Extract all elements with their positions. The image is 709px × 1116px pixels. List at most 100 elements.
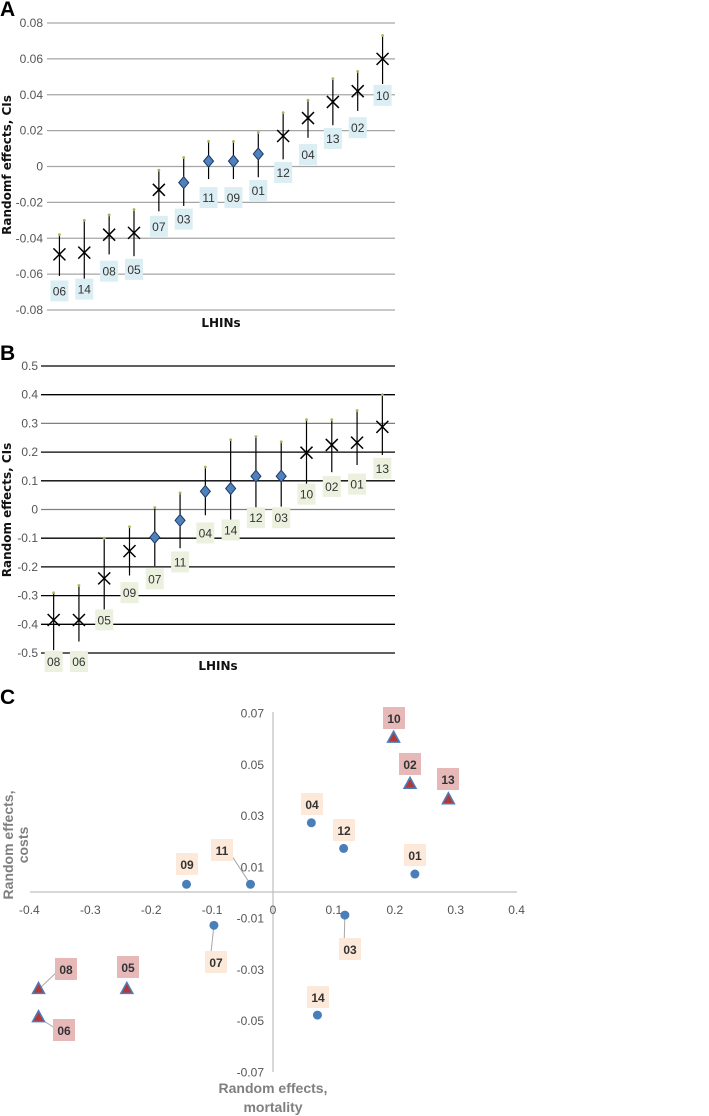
x-marker xyxy=(72,613,86,627)
point-label-box xyxy=(44,650,63,672)
point-label: 09 xyxy=(123,586,137,600)
point-label: 03 xyxy=(343,943,357,957)
point-label: 08 xyxy=(102,265,116,279)
y-tick-label: 0.1 xyxy=(21,474,38,488)
triangle-marker xyxy=(31,980,46,995)
point-label-box xyxy=(348,473,367,495)
diamond-marker xyxy=(199,484,212,499)
point-label-box xyxy=(297,483,316,505)
circle-marker xyxy=(306,818,316,828)
x-marker xyxy=(52,247,66,261)
ci-cap xyxy=(256,131,260,134)
point-label-box xyxy=(301,793,323,815)
point-label: 10 xyxy=(300,488,314,502)
point-label-box xyxy=(383,707,405,729)
y-tick-label: -0.02 xyxy=(16,195,44,209)
point-label-box xyxy=(272,507,291,529)
panel-label-a: A xyxy=(0,0,15,21)
diamond-marker xyxy=(252,147,264,161)
point-label: 11 xyxy=(202,191,215,205)
y-tick-label: 0.04 xyxy=(20,88,44,102)
y-axis-title: Random effects, xyxy=(0,791,16,900)
point-label: 06 xyxy=(57,1024,71,1038)
x-marker xyxy=(77,246,91,260)
point-label-box xyxy=(95,609,114,631)
point-label: 01 xyxy=(408,849,422,863)
panel-b-xlabel: LHINs xyxy=(198,659,237,673)
point-label: 11 xyxy=(216,844,229,858)
ci-cap xyxy=(157,168,161,172)
point-label-box xyxy=(339,938,361,960)
ci-cap xyxy=(107,213,111,217)
y-tick-label: 0.3 xyxy=(21,416,38,430)
point-label-box xyxy=(174,208,193,230)
ci-cap xyxy=(153,506,157,509)
ci-cap xyxy=(77,584,81,587)
point-label-box xyxy=(211,839,233,861)
x-marker xyxy=(127,226,141,240)
panel-c-plot: -0.4 -0.3 -0.2 -0.1 0 0.1 0.2 0.3 0.4 0.07 0.05 0.0… xyxy=(0,707,525,1115)
point-label: 07 xyxy=(148,572,162,586)
point-label-box xyxy=(307,986,329,1008)
x-marker xyxy=(350,436,364,450)
x-marker xyxy=(97,571,111,585)
point-label-box xyxy=(322,475,341,497)
y-tick-label: -0.01 xyxy=(237,912,265,926)
diamond-marker xyxy=(149,530,161,545)
point-label: 12 xyxy=(249,511,263,525)
point-label-box xyxy=(246,507,265,529)
y-tick-label: 0.4 xyxy=(21,388,38,402)
point-label: 11 xyxy=(174,555,187,569)
panel-label-b: B xyxy=(0,342,15,365)
panel-a-plot: 0.08 0.06 0.04 0.02 0 -0.02 -0.04 -0.06 -0.08 06 1… xyxy=(16,16,395,317)
y-axis-title-line2: costs xyxy=(15,827,31,864)
ci-cap xyxy=(52,591,56,595)
x-marker xyxy=(122,544,137,558)
point-label: 10 xyxy=(376,89,390,103)
ci-cap xyxy=(381,34,384,37)
y-tick-label: -0.3 xyxy=(17,589,38,603)
y-tick-label: -0.06 xyxy=(16,267,44,281)
point-label: 01 xyxy=(350,478,364,492)
point-label: 03 xyxy=(275,511,289,525)
point-label-box xyxy=(373,84,392,106)
y-tick-label: -0.08 xyxy=(16,303,44,317)
x-tick-label: -0.1 xyxy=(202,903,223,917)
point-label-box xyxy=(149,215,168,237)
ci-cap xyxy=(380,393,384,397)
circle-marker xyxy=(312,1010,322,1020)
circle-marker xyxy=(245,879,255,889)
point-label-box xyxy=(176,853,198,875)
x-marker xyxy=(276,129,290,143)
ci-cap xyxy=(132,208,136,211)
x-axis-title: Random effects, xyxy=(219,1080,328,1096)
ci-cap xyxy=(232,139,235,143)
point-label-box xyxy=(373,457,392,479)
point-label: 02 xyxy=(403,758,417,772)
point-label-box xyxy=(274,162,293,184)
panel-a-xlabel: LHINs xyxy=(201,316,240,330)
point-label: 13 xyxy=(326,132,340,146)
x-marker xyxy=(301,111,315,125)
point-label: 12 xyxy=(276,166,290,180)
triangle-marker xyxy=(119,980,135,995)
point-label-box xyxy=(199,187,218,209)
ci-cap xyxy=(203,465,207,469)
x-tick-label: -0.2 xyxy=(141,903,162,917)
circle-marker xyxy=(182,879,192,889)
point-label: 13 xyxy=(376,462,390,476)
point-label: 02 xyxy=(351,121,365,135)
y-tick-label: 0.01 xyxy=(241,860,265,874)
x-marker xyxy=(351,84,365,98)
ci-cap xyxy=(355,409,359,412)
ci-cap xyxy=(128,525,131,529)
ci-cap xyxy=(207,139,210,143)
point-label: 06 xyxy=(72,655,86,669)
panel-b-plot: 0.5 0.4 0.3 0.2 0.1 0 -0.1 -0.2 -0.3 -0.4 -0.5 08 06… xyxy=(17,359,395,672)
y-tick-label: 0.08 xyxy=(20,16,44,30)
point-label-box xyxy=(120,582,139,604)
panel-a-ylabel: Randomf effects, CIs xyxy=(0,95,14,235)
point-label: 14 xyxy=(224,524,238,538)
point-label-box xyxy=(249,179,268,201)
